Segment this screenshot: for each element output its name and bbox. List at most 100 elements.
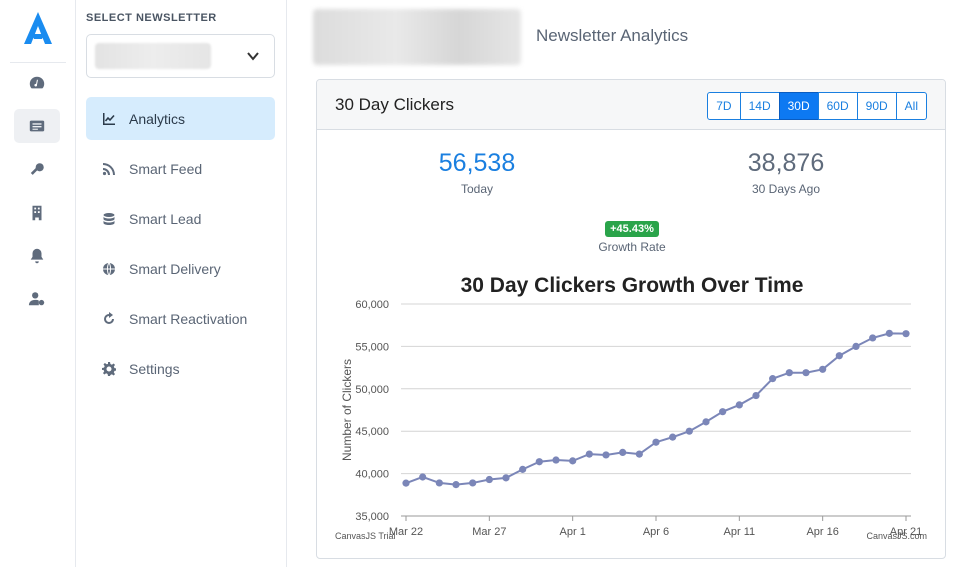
range-selector: 7D 14D 30D 60D 90D All — [707, 92, 927, 120]
range-button-14d[interactable]: 14D — [739, 92, 780, 120]
watermark-left: CanvasJS Trial — [335, 531, 396, 541]
data-point — [652, 438, 660, 446]
data-point — [502, 474, 510, 482]
y-tick-label: 40,000 — [355, 469, 389, 481]
range-button-7d[interactable]: 7D — [707, 92, 741, 120]
data-point — [469, 479, 477, 487]
newsletter-name-redacted — [95, 43, 211, 69]
y-tick-label: 45,000 — [355, 426, 389, 438]
watermark-right: CanvasJS.com — [866, 531, 927, 541]
data-point — [619, 448, 627, 456]
range-button-90d[interactable]: 90D — [856, 92, 897, 120]
data-point — [835, 352, 843, 360]
x-tick-label: Apr 21 — [890, 526, 922, 538]
data-point — [885, 329, 893, 337]
growth-label: Growth Rate — [598, 240, 666, 254]
newsletter-list-icon[interactable] — [14, 109, 60, 143]
app-logo[interactable] — [20, 10, 56, 46]
user-settings-icon[interactable] — [14, 282, 60, 316]
sidebar-nav: Analytics Smart Feed Smart Lead Smart De… — [86, 97, 275, 397]
sidebar-item-smart-delivery[interactable]: Smart Delivery — [86, 247, 275, 290]
sidebar-item-label: Smart Reactivation — [129, 310, 248, 327]
sidebar-item-smart-lead[interactable]: Smart Lead — [86, 197, 275, 240]
y-tick-label: 50,000 — [355, 384, 389, 396]
data-point — [402, 479, 410, 487]
data-point — [735, 401, 743, 409]
sidebar-item-settings[interactable]: Settings — [86, 347, 275, 390]
database-icon — [103, 212, 115, 225]
gear-icon — [102, 361, 116, 376]
data-point — [585, 450, 593, 458]
sidebar-item-label: Analytics — [129, 110, 186, 127]
x-tick-label: Apr 16 — [806, 526, 838, 538]
y-tick-label: 55,000 — [355, 341, 389, 353]
chevron-down-icon — [247, 52, 259, 61]
series-line — [405, 332, 907, 486]
newsletter-select[interactable] — [86, 34, 275, 78]
card-title: 30 Day Clickers — [335, 95, 455, 114]
data-point — [569, 457, 577, 465]
sidebar-item-analytics[interactable]: Analytics — [86, 97, 275, 140]
today-value: 56,538 — [438, 149, 516, 177]
x-tick-label: Apr 6 — [643, 526, 669, 538]
chart-line-icon — [103, 112, 115, 125]
y-axis-label: Number of Clickers — [340, 359, 354, 461]
x-tick-label: Mar 22 — [389, 526, 423, 538]
data-point — [635, 450, 643, 458]
data-point — [452, 481, 460, 489]
data-point — [769, 375, 777, 383]
rss-icon — [102, 162, 115, 175]
data-point — [435, 479, 443, 487]
data-point — [785, 369, 793, 377]
data-point — [602, 451, 610, 459]
x-tick-label: Apr 11 — [724, 526, 756, 538]
sidebar-item-label: Smart Feed — [129, 160, 203, 177]
data-point — [802, 369, 810, 377]
clickers-card: 30 Day Clickers 7D 14D 30D 60D 90D All 5… — [316, 79, 946, 559]
globe-icon — [103, 262, 115, 275]
today-label: Today — [460, 182, 494, 196]
data-point — [419, 473, 427, 481]
redo-icon — [104, 311, 114, 324]
range-button-60d[interactable]: 60D — [817, 92, 858, 120]
key-icon[interactable] — [14, 153, 60, 187]
clickers-line-chart: 30 Day Clickers Growth Over Time 35,000 40… — [335, 274, 927, 541]
data-point — [685, 427, 693, 435]
sidebar-item-label: Smart Delivery — [129, 260, 221, 277]
data-point — [702, 418, 710, 426]
data-point — [669, 433, 677, 441]
range-button-all[interactable]: All — [895, 92, 927, 120]
sidebar-item-smart-feed[interactable]: Smart Feed — [86, 147, 275, 190]
dashboard-icon[interactable] — [14, 66, 60, 100]
data-point — [852, 342, 860, 350]
data-point — [485, 475, 493, 484]
chart-title: 30 Day Clickers Growth Over Time — [461, 274, 804, 297]
data-point — [752, 391, 760, 400]
y-tick-label: 35,000 — [355, 511, 389, 523]
data-point — [552, 456, 560, 464]
newsletter-sidebar: SELECT NEWSLETTER Analytics Smart Feed S… — [76, 0, 287, 567]
data-point — [535, 458, 543, 466]
page-title: Newsletter Analytics — [536, 26, 689, 45]
bell-icon[interactable] — [14, 239, 60, 273]
newsletter-banner-redacted — [313, 9, 521, 65]
ago-label: 30 Days Ago — [751, 182, 821, 196]
select-newsletter-heading: SELECT NEWSLETTER — [86, 12, 217, 24]
icon-rail — [0, 0, 76, 567]
x-tick-label: Mar 27 — [472, 526, 506, 538]
data-point — [519, 465, 527, 473]
data-point — [719, 408, 727, 416]
growth-stat: +45.43% Growth Rate — [317, 219, 945, 254]
sidebar-item-smart-reactivation[interactable]: Smart Reactivation — [86, 297, 275, 340]
sidebar-item-label: Smart Lead — [129, 210, 202, 227]
ago-value: 38,876 — [747, 149, 825, 177]
range-button-30d[interactable]: 30D — [778, 92, 819, 120]
rail-divider — [10, 62, 66, 63]
growth-badge: +45.43% — [605, 221, 659, 237]
building-icon[interactable] — [14, 196, 60, 230]
today-stat: 56,538 Today — [377, 149, 577, 196]
data-point — [869, 334, 877, 342]
data-point — [819, 365, 827, 373]
y-tick-label: 60,000 — [355, 299, 389, 311]
